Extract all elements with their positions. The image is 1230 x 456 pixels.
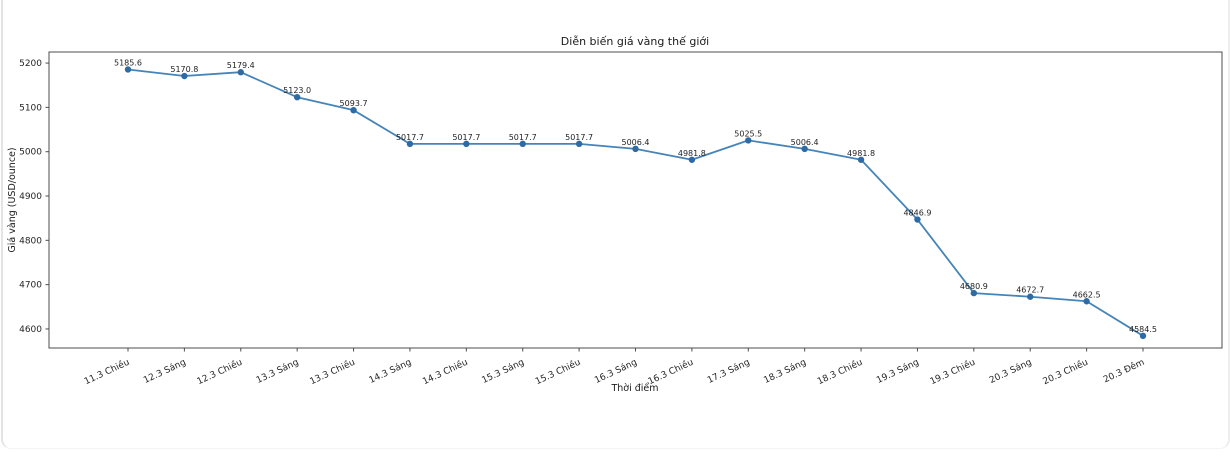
data-point (181, 72, 188, 80)
x-tick-label: 11.3 Chiều (83, 357, 132, 388)
x-axis-label: Thời điểm (610, 383, 658, 394)
y-axis-label: Giá vàng (USD/ounce) (7, 147, 18, 252)
data-point (801, 145, 808, 153)
x-tick-label: 18.3 Sáng (762, 358, 808, 386)
point-label: 5006.4 (791, 138, 819, 147)
x-tick-label: 20.3 Chiều (1041, 357, 1090, 388)
data-point (1139, 332, 1147, 340)
series-line (127, 68, 1144, 337)
point-label: 5179.4 (227, 61, 255, 70)
point-label: 5123.0 (283, 86, 311, 95)
x-tick-label: 12.3 Chiều (195, 357, 244, 388)
data-point (406, 140, 414, 148)
data-point (688, 156, 696, 163)
x-tick-label: 15.3 Chiều (534, 357, 583, 388)
point-label: 4981.8 (847, 149, 875, 158)
data-point (1083, 298, 1090, 305)
x-tick-label: 18.3 Chiều (816, 357, 865, 388)
point-label: 5017.7 (509, 133, 537, 142)
point-label: 5017.7 (452, 133, 480, 142)
y-tick-label: 4800 (19, 236, 42, 246)
point-label: 4584.5 (1129, 325, 1157, 334)
x-tick-label: 13.3 Chiều (308, 357, 357, 388)
y-tick-label: 4600 (19, 325, 42, 335)
x-tick-label: 16.3 Sáng (593, 358, 639, 386)
y-tick-label: 5200 (19, 59, 42, 69)
point-label: 5093.7 (340, 99, 368, 108)
x-tick-label: 19.3 Sáng (875, 358, 921, 386)
data-point (293, 93, 301, 101)
data-point (632, 145, 639, 153)
x-tick-label: 17.3 Sáng (706, 358, 752, 386)
point-label: 5170.8 (170, 65, 198, 74)
x-tick-label: 13.3 Sáng (255, 358, 301, 386)
data-point (857, 156, 865, 163)
point-label: 5185.6 (114, 58, 142, 67)
data-point (745, 137, 752, 144)
data-point (237, 69, 244, 76)
y-tick-label: 4900 (19, 192, 42, 202)
x-tick-label: 15.3 Sáng (480, 358, 526, 386)
y-tick-label: 4700 (19, 281, 42, 291)
point-label: 4680.9 (960, 282, 988, 291)
data-point (519, 140, 526, 148)
point-label: 5006.4 (622, 138, 650, 147)
y-tick-label: 5000 (19, 148, 42, 158)
data-point (575, 140, 583, 148)
data-point (1027, 293, 1034, 300)
plot-area: 4600 4700 4800 4900 5000 5100 5200 11.3 Chiều 12… (19, 51, 1223, 388)
y-tick-label: 5100 (19, 103, 42, 113)
x-tick-label: 19.3 Chiều (928, 357, 977, 388)
x-tick-label: 20.3 Đêm (1102, 357, 1147, 386)
data-point (350, 106, 357, 114)
x-tick-label: 12.3 Sáng (142, 358, 188, 386)
x-tick-label: 14.3 Sáng (368, 358, 414, 386)
x-tick-label: 20.3 Sáng (988, 358, 1034, 386)
x-tick-label: 14.3 Chiều (421, 357, 470, 388)
plot-frame (48, 51, 1223, 349)
point-label: 5017.7 (396, 133, 424, 142)
point-label: 4672.7 (1016, 286, 1044, 295)
point-label: 5025.5 (734, 129, 762, 138)
point-label: 4662.5 (1073, 290, 1101, 299)
point-label: 5017.7 (565, 133, 593, 142)
point-label: 4846.9 (903, 209, 931, 218)
chart-title: Diễn biến giá vàng thế giới (561, 35, 709, 48)
data-point (914, 216, 921, 223)
data-point (124, 66, 132, 73)
data-point (970, 289, 978, 297)
data-point (463, 140, 470, 148)
point-label: 4981.8 (678, 149, 706, 158)
